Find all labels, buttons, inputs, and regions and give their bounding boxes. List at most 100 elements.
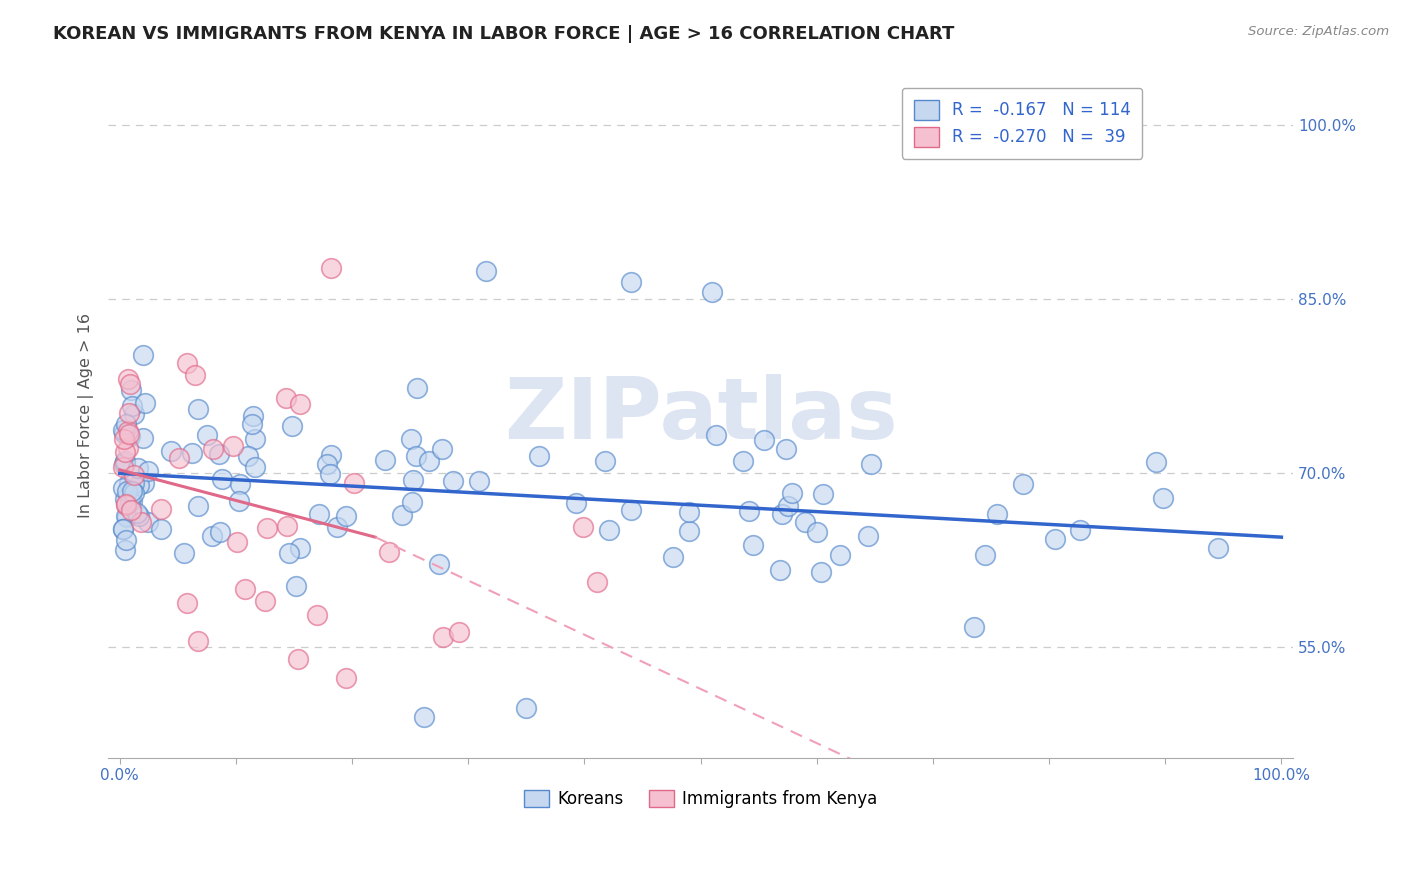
Point — [806, 525, 828, 540]
Point — [374, 452, 396, 467]
Point — [112, 459, 135, 474]
Point — [1144, 455, 1167, 469]
Point — [120, 383, 142, 397]
Point — [405, 449, 427, 463]
Point — [187, 499, 209, 513]
Point — [678, 524, 700, 539]
Point — [515, 700, 537, 714]
Point — [134, 396, 156, 410]
Point — [114, 542, 136, 557]
Point — [117, 372, 139, 386]
Point — [432, 442, 454, 456]
Text: KOREAN VS IMMIGRANTS FROM KENYA IN LABOR FORCE | AGE > 16 CORRELATION CHART: KOREAN VS IMMIGRANTS FROM KENYA IN LABOR… — [53, 25, 955, 43]
Point — [150, 522, 173, 536]
Point — [1011, 477, 1033, 491]
Point — [319, 467, 342, 481]
Point — [321, 260, 343, 275]
Point — [209, 525, 232, 540]
Point — [201, 528, 224, 542]
Point — [335, 671, 357, 685]
Point — [120, 377, 142, 392]
Point — [856, 529, 879, 543]
Point — [229, 477, 252, 491]
Point — [228, 494, 250, 508]
Point — [441, 474, 464, 488]
Point — [752, 433, 775, 447]
Point — [527, 449, 550, 463]
Point — [112, 432, 135, 446]
Point — [242, 409, 264, 423]
Point — [810, 566, 832, 580]
Point — [180, 445, 202, 459]
Point — [150, 502, 173, 516]
Point — [129, 516, 152, 530]
Point — [986, 507, 1008, 521]
Point — [114, 456, 136, 470]
Point — [287, 651, 309, 665]
Legend: Koreans, Immigrants from Kenya: Koreans, Immigrants from Kenya — [517, 783, 884, 814]
Point — [124, 468, 146, 483]
Point — [222, 439, 245, 453]
Point — [620, 502, 643, 516]
Point — [432, 630, 454, 644]
Point — [737, 504, 759, 518]
Point — [326, 520, 349, 534]
Point — [307, 607, 329, 622]
Text: Source: ZipAtlas.com: Source: ZipAtlas.com — [1249, 25, 1389, 38]
Point — [114, 491, 136, 506]
Point — [118, 494, 141, 508]
Point — [115, 417, 138, 431]
Point — [406, 381, 429, 395]
Point — [233, 582, 256, 597]
Point — [256, 521, 278, 535]
Point — [117, 406, 139, 420]
Point — [1069, 523, 1091, 537]
Point — [794, 515, 817, 529]
Point — [290, 541, 312, 555]
Point — [134, 475, 156, 490]
Y-axis label: In Labor Force | Age > 16: In Labor Force | Age > 16 — [79, 313, 94, 518]
Point — [595, 454, 617, 468]
Point — [115, 533, 138, 548]
Point — [1206, 541, 1229, 555]
Point — [775, 442, 797, 456]
Point — [316, 457, 339, 471]
Point — [125, 506, 148, 520]
Point — [122, 407, 145, 421]
Point — [284, 579, 307, 593]
Point — [572, 520, 595, 534]
Point — [243, 460, 266, 475]
Point — [124, 486, 146, 500]
Point — [474, 264, 496, 278]
Point — [176, 356, 198, 370]
Point — [121, 400, 143, 414]
Point — [276, 518, 298, 533]
Text: ZIPatlas: ZIPatlas — [503, 374, 897, 457]
Point — [678, 505, 700, 519]
Point — [1043, 532, 1066, 546]
Point — [187, 633, 209, 648]
Point — [127, 461, 149, 475]
Point — [741, 538, 763, 552]
Point — [112, 457, 135, 471]
Point — [176, 596, 198, 610]
Point — [112, 425, 135, 440]
Point — [160, 443, 183, 458]
Point — [117, 425, 139, 439]
Point — [112, 481, 135, 495]
Point — [288, 397, 311, 411]
Point — [240, 417, 263, 431]
Point — [225, 535, 247, 549]
Point — [195, 428, 218, 442]
Point — [308, 507, 330, 521]
Point — [236, 449, 259, 463]
Point — [118, 426, 141, 441]
Point — [413, 710, 436, 724]
Point — [378, 545, 401, 559]
Point — [828, 548, 851, 562]
Point — [813, 486, 835, 500]
Point — [115, 510, 138, 524]
Point — [253, 594, 276, 608]
Point — [770, 507, 793, 521]
Point — [121, 494, 143, 508]
